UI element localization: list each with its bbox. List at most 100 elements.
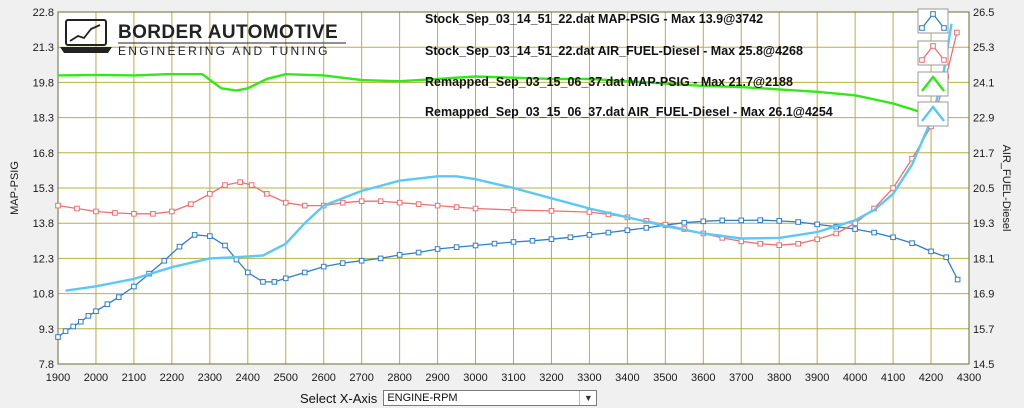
x-tick-label: 2200 bbox=[160, 372, 184, 384]
chart: 1900 2000 2100 2200 2300 2400 2500 2600 2700 2800… bbox=[9, 7, 1012, 384]
y2-axis-title: AIR_FUEL-Diesel bbox=[1000, 145, 1012, 232]
data-point bbox=[339, 260, 346, 266]
x-tick-label: 3000 bbox=[463, 372, 487, 384]
data-point bbox=[472, 205, 479, 212]
y-tick-label: 21.3 bbox=[33, 42, 54, 54]
y2-tick-label: 15.7 bbox=[973, 324, 994, 336]
x-tick-label: 3100 bbox=[501, 372, 525, 384]
x-tick-label: 2400 bbox=[236, 372, 260, 384]
x-tick-label: 2500 bbox=[274, 372, 298, 384]
data-point bbox=[491, 240, 498, 247]
y2-tick-label: 18.1 bbox=[973, 253, 994, 265]
data-point bbox=[415, 249, 422, 256]
legend-label: Remapped_Sep_03_15_06_37.dat MAP-PSIG - … bbox=[425, 75, 793, 89]
x-tick-label: 2100 bbox=[122, 372, 146, 384]
data-point bbox=[207, 233, 213, 239]
legend-swatch[interactable] bbox=[917, 8, 949, 34]
x-tick-label: 2600 bbox=[311, 372, 335, 384]
data-point bbox=[757, 240, 764, 247]
x-tick-label: 3400 bbox=[615, 372, 639, 384]
x-tick-label: 3700 bbox=[729, 372, 753, 384]
legend-swatch[interactable] bbox=[917, 71, 949, 97]
x-tick-label: 3900 bbox=[805, 372, 829, 384]
x-tick-label: 3200 bbox=[539, 372, 563, 384]
data-point bbox=[131, 211, 137, 217]
data-point bbox=[415, 201, 422, 207]
data-point bbox=[700, 218, 707, 225]
data-point bbox=[871, 229, 877, 236]
x-axis-selector: Select X-Axis ENGINE-RPM ▼ bbox=[300, 388, 598, 408]
series-line-2 bbox=[57, 72, 947, 124]
data-point bbox=[681, 219, 688, 226]
data-point bbox=[833, 230, 839, 237]
data-point bbox=[282, 275, 289, 282]
legend-label: Stock_Sep_03_14_51_22.dat AIR_FUEL-Diese… bbox=[425, 44, 803, 58]
data-point bbox=[62, 328, 69, 334]
y-axis-title: MAP-PSIG bbox=[9, 161, 21, 215]
data-point bbox=[954, 29, 960, 36]
data-point bbox=[814, 236, 820, 243]
series-lines bbox=[55, 23, 961, 340]
data-point bbox=[377, 255, 384, 262]
data-point bbox=[339, 199, 346, 206]
data-point bbox=[643, 225, 650, 231]
legend-swatch[interactable] bbox=[917, 101, 949, 127]
chevron-down-icon[interactable]: ▼ bbox=[579, 391, 596, 405]
y2-axis-ticks: 26.5 25.3 24.1 22.9 21.7 20.5 19.3 18.1 16.9 15.7… bbox=[973, 7, 994, 371]
y-tick-label: 18.3 bbox=[33, 113, 54, 125]
data-point bbox=[301, 202, 308, 209]
legend-label: Stock_Sep_03_14_51_22.dat MAP-PSIG - Max… bbox=[425, 12, 763, 26]
data-point bbox=[263, 191, 270, 197]
data-point bbox=[74, 205, 80, 212]
y2-tick-label: 22.9 bbox=[973, 113, 994, 125]
x-tick-label: 2000 bbox=[84, 372, 108, 384]
data-point bbox=[776, 218, 783, 224]
data-point bbox=[453, 244, 460, 250]
x-tick-label: 2300 bbox=[198, 372, 222, 384]
data-point bbox=[248, 182, 255, 188]
data-point bbox=[377, 198, 384, 204]
data-point bbox=[852, 226, 858, 232]
data-point bbox=[85, 313, 92, 319]
y-tick-label: 9.3 bbox=[39, 324, 54, 336]
y-axis-ticks: 22.8 21.3 19.8 18.3 16.8 15.3 13.8 12.3 10.8 9.3 7… bbox=[33, 7, 54, 371]
series-line-3 bbox=[65, 23, 953, 292]
legend-swatch[interactable] bbox=[917, 40, 949, 66]
data-point bbox=[548, 208, 555, 214]
data-point bbox=[453, 204, 460, 210]
x-tick-label: 2700 bbox=[349, 372, 373, 384]
data-point bbox=[943, 254, 950, 261]
data-point bbox=[434, 246, 441, 252]
x-axis-dropdown[interactable]: ENGINE-RPM ▼ bbox=[383, 390, 598, 406]
legend-label: Remapped_Sep_03_15_06_37.dat AIR_FUEL-Di… bbox=[425, 105, 833, 119]
data-point bbox=[472, 242, 479, 249]
data-point bbox=[222, 242, 228, 249]
y2-tick-label: 16.9 bbox=[973, 289, 994, 301]
x-tick-label: 4200 bbox=[919, 372, 943, 384]
x-tick-label: 1900 bbox=[46, 372, 70, 384]
data-point bbox=[150, 211, 156, 217]
y2-tick-label: 14.5 bbox=[973, 359, 994, 371]
data-point bbox=[358, 198, 365, 204]
y-tick-label: 7.8 bbox=[39, 359, 54, 371]
data-point bbox=[222, 182, 228, 188]
data-point bbox=[795, 219, 801, 225]
data-point bbox=[529, 238, 536, 244]
y2-tick-label: 26.5 bbox=[973, 7, 994, 19]
data-point bbox=[207, 191, 213, 197]
plot-border bbox=[57, 11, 970, 365]
data-point bbox=[260, 279, 266, 285]
data-point bbox=[244, 269, 251, 276]
y2-tick-label: 19.3 bbox=[973, 218, 994, 230]
x-tick-label: 4100 bbox=[881, 372, 905, 384]
data-point bbox=[161, 257, 168, 264]
data-point bbox=[282, 199, 289, 206]
x-tick-label: 2800 bbox=[387, 372, 411, 384]
x-tick-label: 3500 bbox=[653, 372, 677, 384]
data-point bbox=[890, 185, 896, 191]
x-axis-selector-label: Select X-Axis bbox=[300, 390, 378, 406]
x-tick-label: 3600 bbox=[691, 372, 715, 384]
data-point bbox=[112, 210, 118, 216]
data-point bbox=[237, 179, 243, 185]
data-point bbox=[55, 202, 61, 209]
